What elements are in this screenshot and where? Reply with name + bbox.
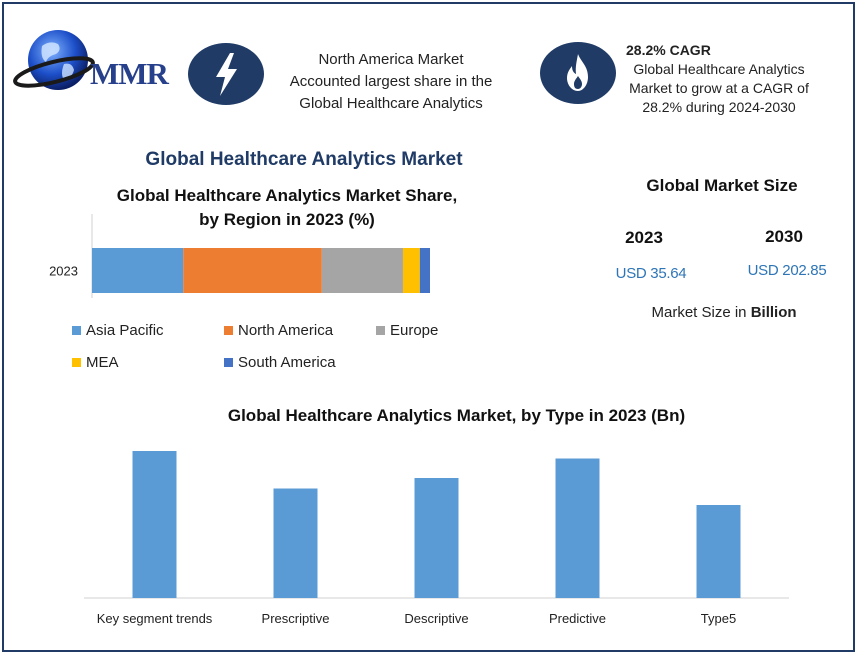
main-title: Global Healthcare Analytics Market xyxy=(145,149,463,170)
cagr-title: 28.2% CAGR xyxy=(626,42,711,58)
type-chart-title: Global Healthcare Analytics Market, by T… xyxy=(227,406,686,425)
mmr-logo: MMR xyxy=(12,24,177,99)
bar xyxy=(696,505,741,598)
logo-text: MMR xyxy=(90,56,169,91)
bar-segment xyxy=(402,248,420,293)
value-2030: USD 202.85 xyxy=(747,262,827,279)
flame-badge xyxy=(540,42,616,104)
x-tick-label: Predictive xyxy=(549,611,606,626)
info1-line: Accounted largest share in the xyxy=(289,73,493,90)
info1-line: North America Market xyxy=(318,51,464,68)
info2-line: 28.2% during 2024-2030 xyxy=(642,99,796,115)
x-tick-label: Type5 xyxy=(701,611,736,626)
value-2023: USD 35.64 xyxy=(615,265,687,282)
legend-label: MEA xyxy=(86,354,119,371)
legend-swatch xyxy=(224,326,233,335)
legend-item: Asia Pacific xyxy=(72,322,164,339)
market-size-title: Global Market Size xyxy=(646,176,798,195)
info2-line: Global Healthcare Analytics xyxy=(633,61,805,77)
legend-swatch xyxy=(376,326,385,335)
bar-segment xyxy=(183,248,322,293)
share-chart-title: Global Healthcare Analytics Market Share… xyxy=(92,184,482,232)
category-label: 2023 xyxy=(49,264,78,279)
info-cagr: 28.2% CAGR Global Healthcare Analytics M… xyxy=(616,41,822,117)
legend-item: Europe xyxy=(376,322,438,339)
legend-label: Asia Pacific xyxy=(86,322,164,339)
lightning-icon xyxy=(216,53,237,96)
x-tick-label: Descriptive xyxy=(404,611,468,626)
year-2030: 2030 xyxy=(765,227,803,246)
globe-icon xyxy=(13,30,95,90)
type-bar-chart: Key segment trends Prescriptive Descriptiv… xyxy=(84,451,789,626)
legend-swatch xyxy=(72,358,81,367)
share-title-line: Global Healthcare Analytics Market Share… xyxy=(116,186,458,205)
bar-segment xyxy=(92,248,184,293)
note-unit: Billion xyxy=(750,304,797,321)
bar xyxy=(414,478,459,598)
x-tick-label: Key segment trends xyxy=(97,611,213,626)
market-size-note: Market Size in Billion xyxy=(604,304,844,321)
legend-label: South America xyxy=(238,354,336,371)
info1-line: Global Healthcare Analytics xyxy=(299,95,483,112)
legend-label: Europe xyxy=(390,322,439,339)
info-north-america: North America Market Accounted largest s… xyxy=(266,49,516,115)
flame-icon xyxy=(567,54,588,91)
region-share-chart: 2023 xyxy=(49,214,430,298)
bar xyxy=(555,458,600,598)
year-2023: 2023 xyxy=(625,228,663,247)
note-prefix: Market Size in xyxy=(651,304,751,321)
legend-item: MEA xyxy=(72,354,119,371)
x-tick-label: Prescriptive xyxy=(262,611,330,626)
infographic-frame: MMR North America Market Accounted large… xyxy=(2,2,855,652)
legend-swatch xyxy=(224,358,233,367)
bar xyxy=(273,488,318,598)
legend-label: North America xyxy=(238,322,334,339)
info2-line: Market to grow at a CAGR of xyxy=(629,80,809,96)
bar-segment xyxy=(419,248,430,293)
bar xyxy=(132,451,177,598)
bar-segment xyxy=(321,248,403,293)
share-title-line: by Region in 2023 (%) xyxy=(199,210,375,229)
legend-item: South America xyxy=(224,354,336,371)
legend-swatch xyxy=(72,326,81,335)
legend-item: North America xyxy=(224,322,333,339)
lightning-badge xyxy=(188,43,264,105)
